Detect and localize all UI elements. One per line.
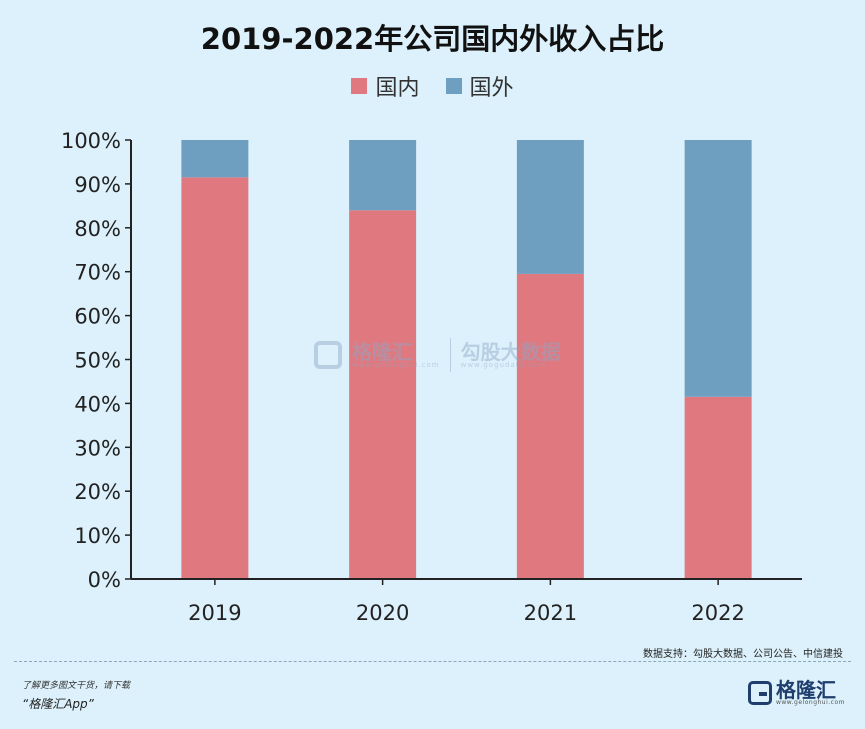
y-tick-label: 100% [61, 129, 121, 153]
footer-logo[interactable]: 格隆汇 www.gelonghui.com [747, 678, 845, 706]
legend-label-overseas: 国外 [469, 76, 514, 101]
bar-domestic-2022 [684, 396, 752, 579]
x-tick-label: 2019 [188, 601, 241, 625]
footer-download-hint: 了解更多图文干货，请下载 [22, 681, 131, 691]
chart-legend: 国内 国外 [0, 70, 865, 102]
y-tick-label: 10% [74, 524, 121, 548]
legend-swatch-overseas [445, 78, 462, 94]
footer-app-name: “格隆汇App” [22, 697, 94, 711]
y-tick-label: 40% [74, 392, 121, 416]
legend-swatch-domestic [351, 78, 368, 94]
x-tick-label: 2020 [356, 601, 409, 625]
watermark-partner: 勾股大数据 www.gogudata.com [460, 339, 561, 369]
legend-item-domestic: 国内 [351, 70, 420, 102]
x-tick-label: 2021 [524, 601, 577, 625]
data-source: 数据支持：勾股大数据、公司公告、中信建投 [643, 649, 843, 660]
bar-overseas-2022 [684, 140, 752, 397]
bar-domestic-2020 [349, 210, 417, 580]
y-tick-label: 70% [74, 261, 121, 285]
legend-label-domestic: 国内 [375, 76, 420, 101]
bar-domestic-2019 [181, 177, 249, 579]
bar-overseas-2019 [181, 140, 249, 178]
footer-logo-text: 格隆汇 www.gelonghui.com [775, 678, 845, 706]
watermark-divider [449, 338, 451, 372]
legend-item-overseas: 国外 [445, 70, 514, 102]
y-tick-label: 20% [74, 480, 121, 504]
chart-title: 2019-2022年公司国内外收入占比 [200, 22, 665, 56]
y-tick-label: 60% [74, 305, 121, 329]
bar-overseas-2021 [516, 140, 584, 274]
x-tick-label: 2022 [691, 601, 744, 625]
y-tick-label: 90% [74, 173, 121, 197]
gelonghui-logo-icon [747, 681, 772, 705]
bar-overseas-2020 [349, 140, 417, 211]
y-tick-label: 30% [74, 436, 121, 460]
watermark: 格隆汇 www.gelonghui.com 勾股大数据 www.gogudata… [314, 338, 561, 372]
watermark-logo-icon [314, 341, 342, 369]
bar-domestic-2021 [516, 273, 584, 579]
watermark-brand: 格隆汇 www.gelonghui.com [352, 339, 440, 369]
y-tick-label: 0% [88, 568, 121, 592]
y-tick-label: 80% [74, 217, 121, 241]
y-tick-label: 50% [74, 349, 121, 373]
stacked-bar-chart: 0% 10% 20% 30% 40% 50% 60% 70% 80% 90% 100% 2019 202… [61, 129, 802, 625]
footer-divider [14, 661, 851, 662]
